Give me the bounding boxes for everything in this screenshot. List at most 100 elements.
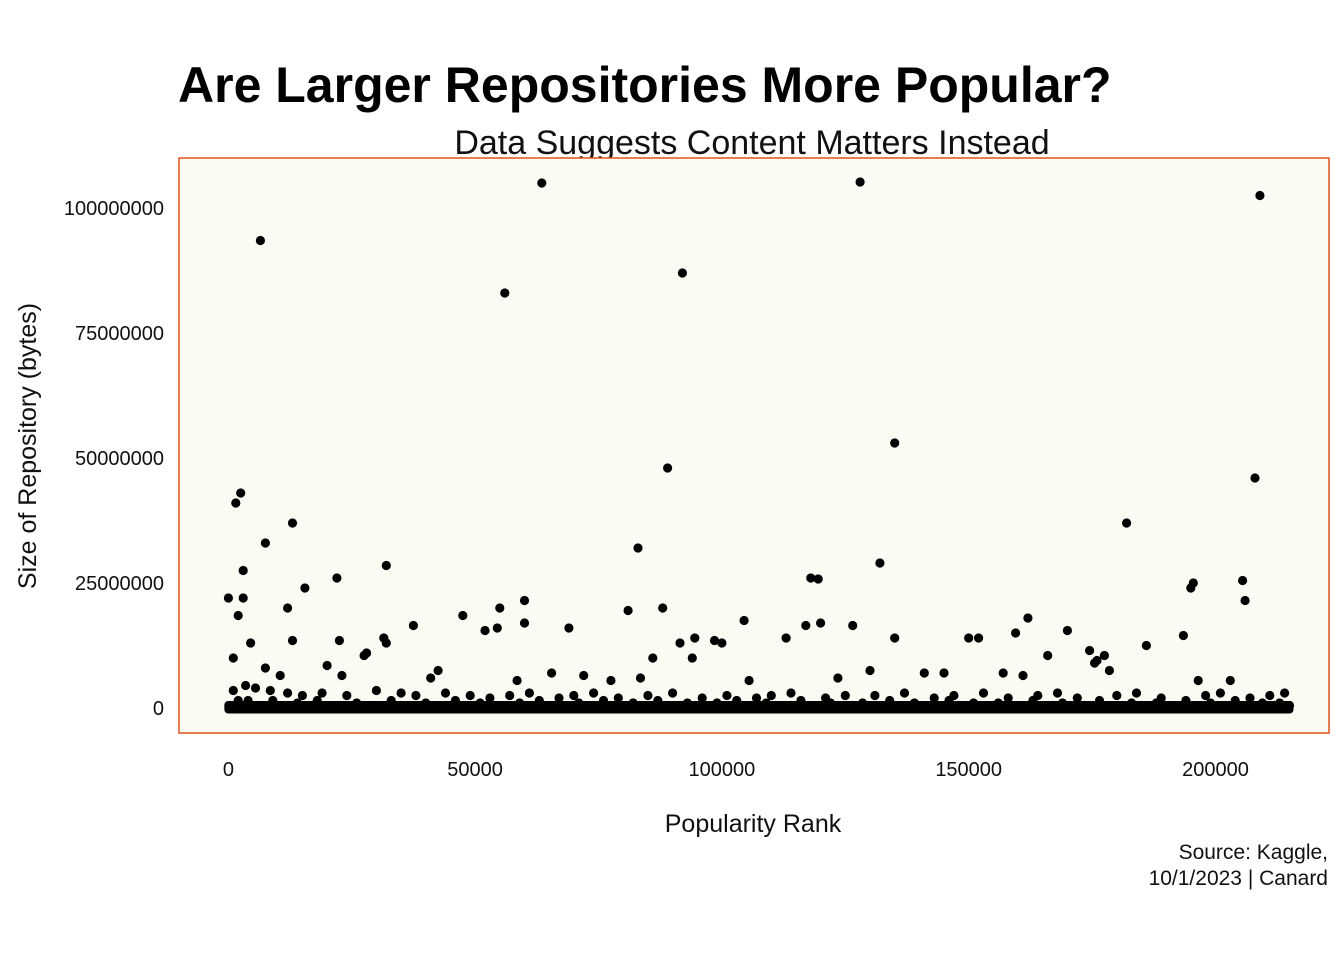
data-point: [712, 698, 722, 708]
y-tick-label: 100000000: [64, 198, 164, 220]
data-point: [687, 653, 697, 663]
data-point: [890, 633, 900, 643]
data-point: [226, 700, 236, 711]
chart-title: Are Larger Repositories More Popular?: [178, 57, 1112, 113]
data-point: [253, 700, 263, 711]
data-point: [268, 695, 278, 706]
data-point: [283, 603, 293, 613]
y-tick-label: 25000000: [75, 573, 164, 595]
data-point: [978, 688, 989, 698]
data-point: [307, 700, 317, 711]
data-point: [524, 688, 535, 698]
data-point: [974, 633, 984, 643]
data-point: [1122, 518, 1132, 528]
caption-line-2: 10/1/2023 | Canard: [1149, 867, 1328, 890]
data-point: [317, 688, 327, 698]
data-point: [233, 610, 243, 621]
data-point: [460, 700, 470, 711]
data-point: [919, 668, 929, 678]
data-point: [450, 695, 460, 706]
x-tick-label: 50000: [447, 759, 503, 781]
data-point: [589, 688, 599, 698]
data-point: [433, 665, 443, 676]
data-point: [1127, 698, 1137, 708]
data-point: [964, 633, 974, 643]
data-point: [998, 668, 1008, 678]
data-point: [929, 693, 939, 703]
data-point: [835, 700, 846, 711]
data-point: [436, 701, 446, 712]
data-point: [260, 663, 270, 673]
y-tick-label: 50000000: [75, 448, 164, 470]
data-point: [465, 690, 475, 701]
data-point: [265, 685, 275, 696]
data-point: [1151, 698, 1161, 708]
data-point: [751, 693, 762, 703]
data-point: [756, 700, 767, 711]
data-point: [914, 701, 924, 712]
data-point: [238, 593, 248, 603]
data-point: [806, 573, 816, 583]
data-point: [801, 620, 811, 631]
data-point: [598, 695, 609, 706]
data-point: [287, 635, 298, 646]
data-point: [371, 685, 381, 696]
data-point: [537, 178, 547, 188]
data-point: [1048, 700, 1058, 711]
data-point: [623, 605, 633, 616]
data-point: [808, 701, 818, 712]
data-point: [1077, 701, 1087, 711]
y-axis-ticks: 0 25000000 50000000 75000000 100000000: [64, 198, 164, 720]
data-point: [739, 615, 749, 626]
data-point: [529, 701, 540, 712]
data-point: [1238, 575, 1248, 586]
data-point: [840, 690, 850, 701]
data-point: [547, 668, 557, 678]
data-point: [1003, 693, 1013, 703]
data-point: [1043, 650, 1053, 661]
data-point: [1028, 695, 1038, 706]
data-point: [495, 603, 505, 613]
data-point: [722, 690, 732, 701]
data-point: [1265, 690, 1275, 701]
data-point: [223, 593, 233, 603]
data-point: [1011, 628, 1021, 638]
data-point: [236, 488, 246, 498]
data-point: [401, 701, 411, 711]
data-point: [1280, 688, 1290, 698]
data-point: [297, 690, 307, 701]
data-point: [663, 463, 673, 473]
data-point: [564, 623, 574, 633]
data-point: [1141, 640, 1151, 651]
data-points: [223, 177, 1295, 714]
data-point: [744, 675, 754, 686]
data-point: [606, 675, 616, 686]
data-point: [618, 701, 628, 712]
chart-subtitle: Data Suggests Content Matters Instead: [454, 124, 1049, 162]
data-point: [1166, 701, 1176, 711]
plot-panel: [178, 157, 1330, 734]
data-point: [648, 653, 658, 663]
data-point: [1090, 658, 1100, 668]
data-point: [1018, 670, 1028, 681]
data-point: [246, 638, 256, 648]
x-tick-label: 200000: [1182, 759, 1249, 781]
data-point: [675, 638, 685, 648]
data-point: [635, 673, 646, 683]
x-tick-label: 150000: [935, 759, 1002, 781]
data-point: [334, 635, 344, 646]
data-point: [250, 683, 261, 693]
data-point: [426, 673, 436, 683]
data-point: [1201, 690, 1211, 701]
data-point: [238, 565, 248, 576]
data-point: [579, 670, 589, 681]
data-point: [1240, 595, 1250, 606]
data-point: [727, 701, 737, 712]
data-point: [569, 690, 579, 701]
data-point: [332, 573, 342, 583]
data-point: [381, 560, 391, 571]
data-point: [870, 690, 880, 701]
data-point: [1205, 698, 1216, 708]
data-point: [342, 690, 352, 701]
